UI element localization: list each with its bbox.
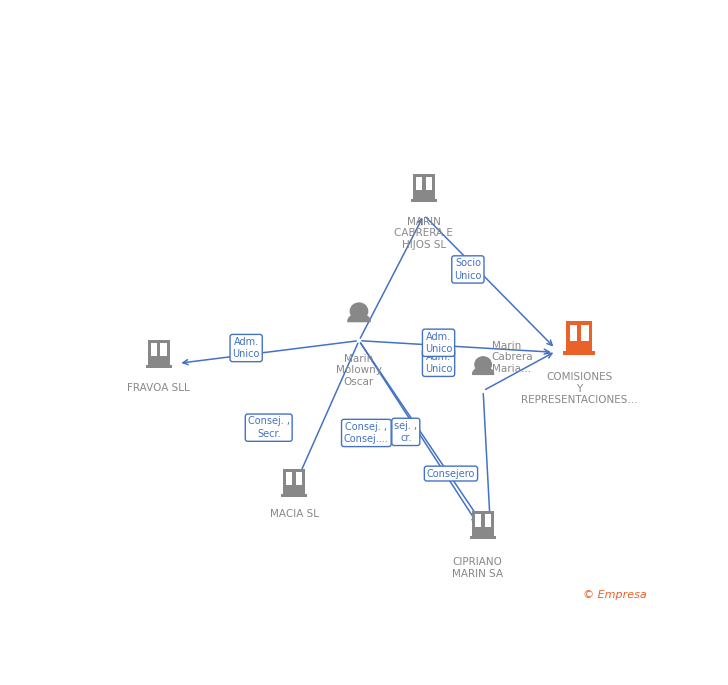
Bar [286,476,293,481]
Bar [470,536,496,539]
Bar [286,481,293,485]
Bar [485,519,491,523]
Text: Consejero: Consejero [427,469,475,479]
Text: Marin
Cabrera
Maria...: Marin Cabrera Maria... [491,340,533,374]
Bar [296,472,302,477]
Bar [426,181,432,186]
Polygon shape [348,314,370,322]
Bar [426,177,432,181]
Text: COMISIONES
Y
REPRESENTACIONES...: COMISIONES Y REPRESENTACIONES... [521,373,637,406]
Text: Adm.
Unico: Adm. Unico [232,337,260,359]
Circle shape [350,303,368,319]
Bar [485,514,491,519]
Bar [146,365,172,368]
Text: Consej. ,
Secr.: Consej. , Secr. [248,416,290,439]
Bar [160,351,167,356]
Bar [569,330,577,336]
Bar [416,181,422,186]
Text: sej. ,
cr.: sej. , cr. [395,421,417,443]
Text: MARIN
CABRERA E
HIJOS SL: MARIN CABRERA E HIJOS SL [395,216,454,250]
Text: © Empresa: © Empresa [583,590,646,600]
Bar [160,347,167,351]
Bar [569,335,577,340]
Text: Marin
Molowny
Oscar: Marin Molowny Oscar [336,354,382,387]
Text: Adm.
Unico: Adm. Unico [425,351,452,374]
Bar [151,342,157,347]
Bar [283,469,305,494]
Bar [151,347,157,351]
Bar [563,351,595,355]
Text: Consej. ,
Consej....: Consej. , Consej.... [344,422,389,444]
Text: Socio
Unico: Socio Unico [454,258,482,281]
Circle shape [475,357,491,372]
Bar [416,186,422,190]
Bar [426,186,432,190]
Bar [151,351,157,356]
Bar [566,321,592,351]
Bar [581,335,588,340]
Bar [416,177,422,181]
Text: CIPRIANO
MARIN SA: CIPRIANO MARIN SA [452,557,503,579]
Bar [296,476,302,481]
Bar [581,330,588,336]
Bar [160,342,167,347]
Text: MACIA SL: MACIA SL [269,510,319,519]
Bar [569,325,577,330]
Bar [148,340,170,365]
Bar [411,199,437,201]
Bar [475,523,481,527]
Bar [413,174,435,199]
Text: FRAVOA SLL: FRAVOA SLL [127,383,190,393]
Bar [475,514,481,519]
Bar [485,523,491,527]
Polygon shape [472,367,494,375]
Bar [472,511,494,536]
Bar [286,472,293,477]
Bar [581,325,588,330]
Bar [296,481,302,485]
Bar [475,519,481,523]
Text: Adm.
Unico: Adm. Unico [425,332,452,354]
Bar [281,494,307,497]
